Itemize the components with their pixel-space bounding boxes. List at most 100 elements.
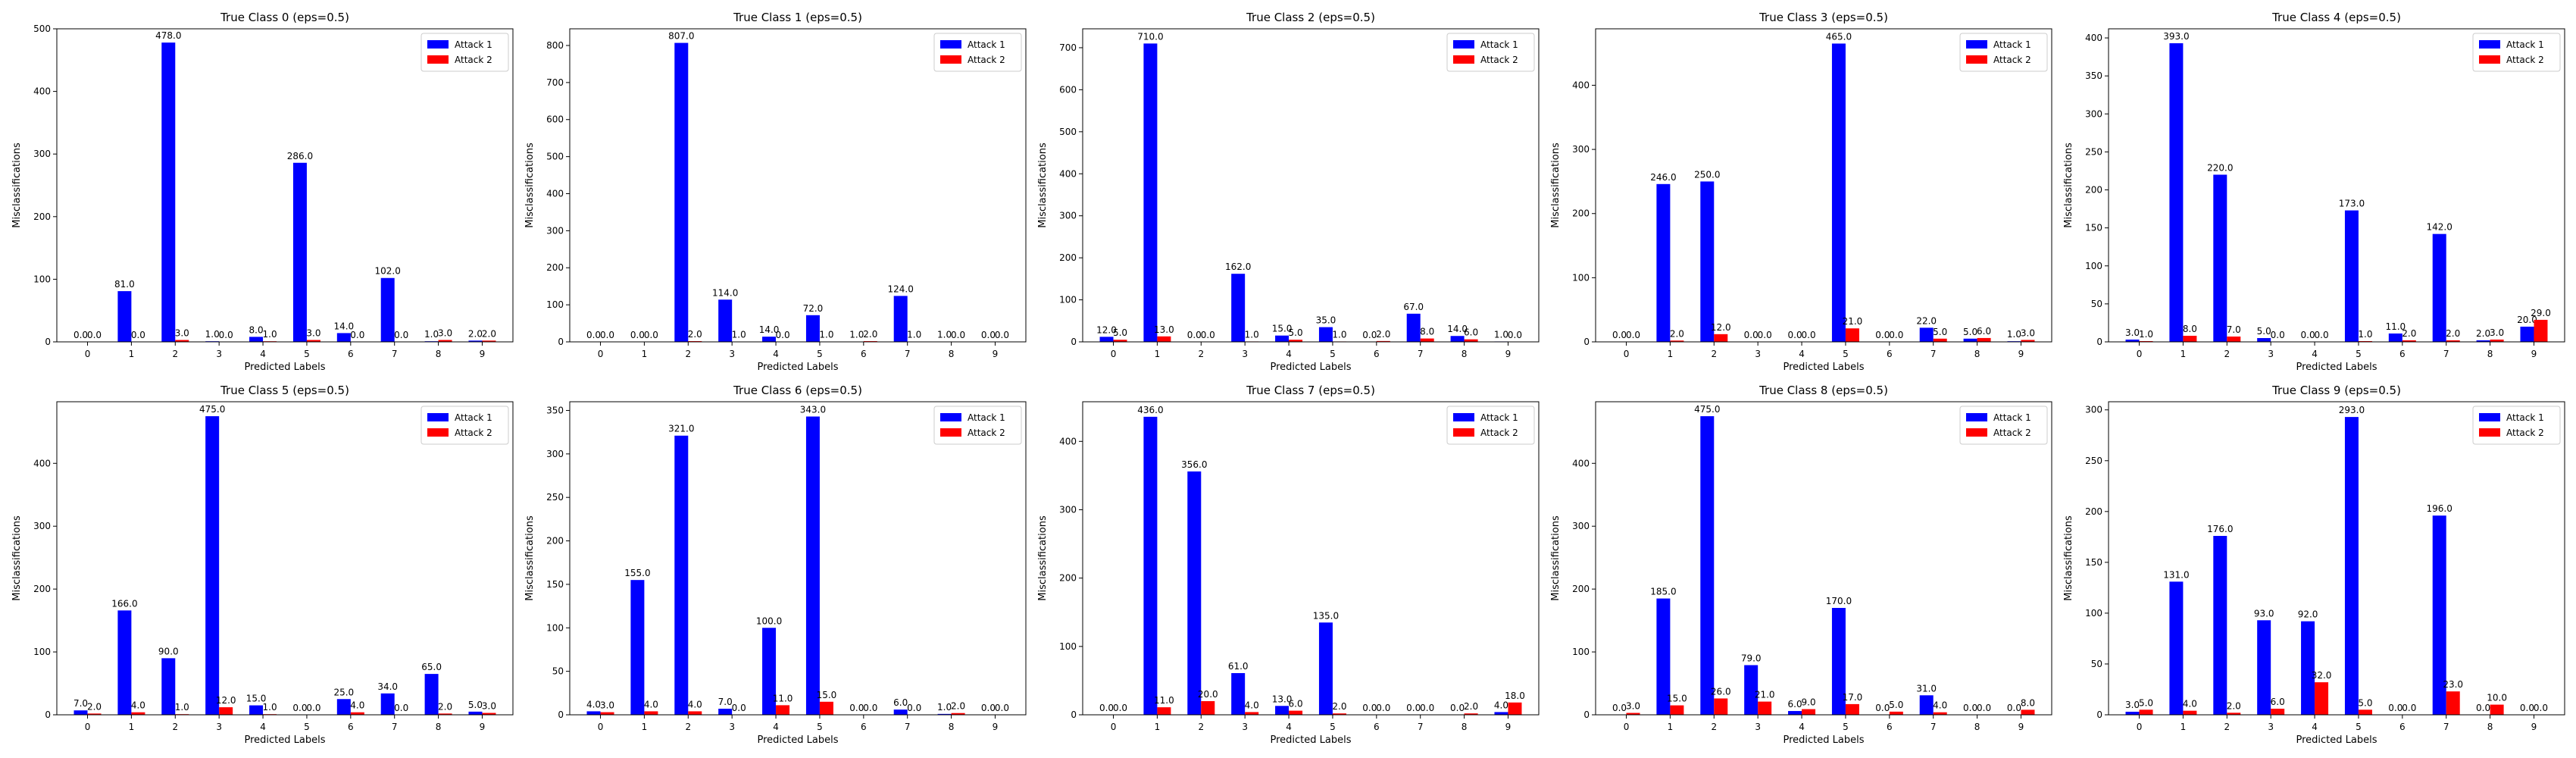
chart-panel-9: True Class 9 (eps=0.5) 3.0 131.0 176.0 93.0 9… xyxy=(2052,373,2567,746)
data-label: 3.0 xyxy=(2490,327,2504,338)
chart-title: True Class 4 (eps=0.5) xyxy=(2271,11,2401,24)
y-tick-label: 400 xyxy=(1059,168,1077,179)
x-tick-label: 3 xyxy=(729,349,735,359)
bar-attack-1-7 xyxy=(1919,327,1934,342)
y-tick-label: 300 xyxy=(33,149,51,159)
bar-attack-1-8 xyxy=(937,713,952,715)
x-tick-label: 5 xyxy=(1330,349,1336,359)
bar-attack-1-5 xyxy=(1831,608,1846,715)
y-tick-label: 600 xyxy=(546,114,564,125)
legend-label: Attack 1 xyxy=(1993,412,2031,423)
bar-attack-2-2 xyxy=(1201,700,1215,715)
bar-attack-2-8 xyxy=(438,340,452,342)
y-tick-label: 0 xyxy=(45,337,51,347)
data-label: 15.0 xyxy=(817,690,837,700)
data-label: 3.0 xyxy=(306,328,320,339)
y-tick-label: 300 xyxy=(2085,405,2102,415)
data-label: 4.0 xyxy=(1933,700,1947,711)
bar-attack-2-2 xyxy=(175,340,189,342)
data-label: 321.0 xyxy=(668,424,694,434)
bar-attack-1-1 xyxy=(1656,598,1671,715)
x-axis-label: Predicted Labels xyxy=(757,362,838,373)
bar-attack-1-9 xyxy=(468,711,483,715)
data-label: 4.0 xyxy=(1494,700,1508,710)
legend-label: Attack 1 xyxy=(455,412,492,423)
x-axis-label: Predicted Labels xyxy=(1270,735,1351,746)
x-axis-label: Predicted Labels xyxy=(1783,735,1864,746)
data-label: 0.0 xyxy=(849,703,864,713)
data-label: 0.0 xyxy=(394,703,408,713)
legend-swatch xyxy=(1966,55,1987,64)
data-label: 0.0 xyxy=(600,330,614,340)
data-label: 0.0 xyxy=(394,330,408,340)
bar-attack-1-2 xyxy=(674,435,689,715)
bar-attack-1-5 xyxy=(1318,622,1333,715)
data-label: 5.0 xyxy=(1963,327,1977,337)
data-label: 65.0 xyxy=(421,662,442,672)
data-label: 100.0 xyxy=(756,615,782,626)
y-tick-label: 200 xyxy=(2085,185,2102,196)
data-label: 6.0 xyxy=(1289,699,1303,709)
data-label: 4.0 xyxy=(1245,700,1259,710)
x-tick-label: 9 xyxy=(480,349,486,359)
legend-label: Attack 2 xyxy=(2506,55,2544,65)
legend-swatch xyxy=(2479,55,2500,64)
legend: Attack 1 Attack 2 xyxy=(1446,33,1535,72)
legend-swatch xyxy=(427,40,449,49)
data-label: 0.0 xyxy=(1362,703,1377,713)
x-tick-label: 6 xyxy=(1374,722,1380,732)
y-tick-label: 0 xyxy=(1583,709,1590,720)
x-tick-label: 5 xyxy=(304,349,310,359)
bar-attack-1-1 xyxy=(630,580,645,715)
y-tick-label: 200 xyxy=(1572,208,1590,219)
data-label: 20.0 xyxy=(1198,689,1218,700)
data-label: 5.0 xyxy=(1289,327,1303,338)
plot-frame xyxy=(1595,28,2052,343)
data-label: 6.0 xyxy=(2271,697,2285,707)
bar-attack-2-1 xyxy=(1670,340,1684,342)
data-label: 5.0 xyxy=(1113,327,1127,338)
x-tick-label: 1 xyxy=(129,349,135,359)
x-tick-label: 6 xyxy=(1887,349,1893,359)
data-label: 0.0 xyxy=(981,703,996,713)
bar-attack-1-6 xyxy=(336,699,351,715)
data-label: 0.0 xyxy=(2301,330,2315,340)
data-label: 8.0 xyxy=(1420,327,1434,337)
data-label: 0.0 xyxy=(863,703,877,713)
data-label: 0.0 xyxy=(1450,703,1465,713)
data-label: 0.0 xyxy=(1744,330,1758,340)
x-tick-label: 4 xyxy=(260,349,266,359)
data-label: 0.0 xyxy=(586,330,601,340)
x-tick-label: 9 xyxy=(2018,349,2024,359)
y-tick-label: 400 xyxy=(2085,33,2102,43)
x-tick-label: 2 xyxy=(172,722,178,732)
x-tick-label: 8 xyxy=(1974,349,1980,359)
data-label: 5.0 xyxy=(468,700,483,710)
data-label: 0.0 xyxy=(995,703,1009,713)
x-tick-label: 5 xyxy=(1843,349,1849,359)
y-tick-label: 400 xyxy=(1059,436,1077,446)
legend-label: Attack 2 xyxy=(1480,428,1518,438)
bar-attack-2-0 xyxy=(2139,709,2153,715)
data-label: 0.0 xyxy=(1758,330,1772,340)
bar-attack-1-7 xyxy=(893,296,908,342)
legend: Attack 1 Attack 2 xyxy=(1959,33,2048,72)
legend-label: Attack 1 xyxy=(2506,39,2544,50)
y-tick-label: 200 xyxy=(2085,506,2102,517)
data-label: 6.0 xyxy=(1977,326,1991,337)
x-tick-label: 6 xyxy=(1374,349,1380,359)
x-tick-label: 4 xyxy=(1286,722,1292,732)
x-axis-label: Predicted Labels xyxy=(757,735,838,746)
bar-attack-2-5 xyxy=(1845,703,1859,715)
bar-attack-2-6 xyxy=(350,712,364,715)
bar-attack-2-3 xyxy=(219,707,233,715)
bar-attack-1-1 xyxy=(117,610,132,715)
data-label: 20.0 xyxy=(2517,315,2537,325)
bar-attack-1-4 xyxy=(1275,335,1290,342)
bar-attack-2-4 xyxy=(2315,682,2329,715)
bar-attack-2-5 xyxy=(1845,328,1859,342)
bar-attack-2-9 xyxy=(2021,709,2035,715)
legend-swatch xyxy=(940,413,961,421)
x-tick-label: 4 xyxy=(773,349,779,359)
